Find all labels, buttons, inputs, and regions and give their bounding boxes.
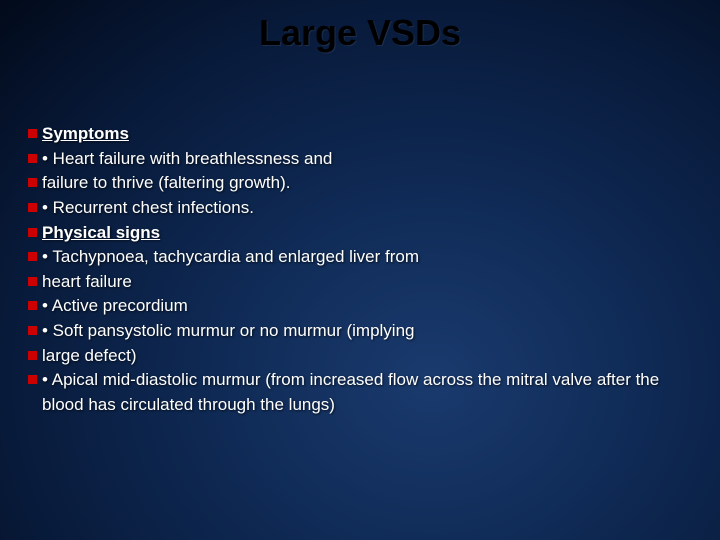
heading-text: Physical signs [42, 221, 692, 246]
body-text: • Soft pansystolic murmur or no murmur (… [42, 319, 692, 344]
bullet-icon [28, 178, 37, 187]
slide-title: Large VSDs [0, 0, 720, 62]
bullet-icon [28, 154, 37, 163]
list-item: large defect) [28, 344, 692, 369]
bullet-icon [28, 129, 37, 138]
bullet-icon [28, 375, 37, 384]
body-text: • Active precordium [42, 294, 692, 319]
bullet-icon [28, 277, 37, 286]
bullet-icon [28, 351, 37, 360]
bullet-icon [28, 228, 37, 237]
body-text: • Tachypnoea, tachycardia and enlarged l… [42, 245, 692, 270]
list-item: Physical signs [28, 221, 692, 246]
body-text: heart failure [42, 270, 692, 295]
body-text: • Recurrent chest infections. [42, 196, 692, 221]
list-item: • Soft pansystolic murmur or no murmur (… [28, 319, 692, 344]
list-item: • Recurrent chest infections. [28, 196, 692, 221]
list-item: • Tachypnoea, tachycardia and enlarged l… [28, 245, 692, 270]
bullet-icon [28, 252, 37, 261]
body-text: large defect) [42, 344, 692, 369]
body-text: • Apical mid-diastolic murmur (from incr… [42, 368, 692, 417]
heading-text: Symptoms [42, 122, 692, 147]
bullet-icon [28, 326, 37, 335]
bullet-icon [28, 203, 37, 212]
body-text: • Heart failure with breathlessness and [42, 147, 692, 172]
list-item: Symptoms [28, 122, 692, 147]
list-item: • Apical mid-diastolic murmur (from incr… [28, 368, 692, 417]
body-text: failure to thrive (faltering growth). [42, 171, 692, 196]
list-item: • Heart failure with breathlessness and [28, 147, 692, 172]
bullet-icon [28, 301, 37, 310]
list-item: heart failure [28, 270, 692, 295]
list-item: • Active precordium [28, 294, 692, 319]
list-item: failure to thrive (faltering growth). [28, 171, 692, 196]
slide-body: Symptoms • Heart failure with breathless… [0, 62, 720, 418]
